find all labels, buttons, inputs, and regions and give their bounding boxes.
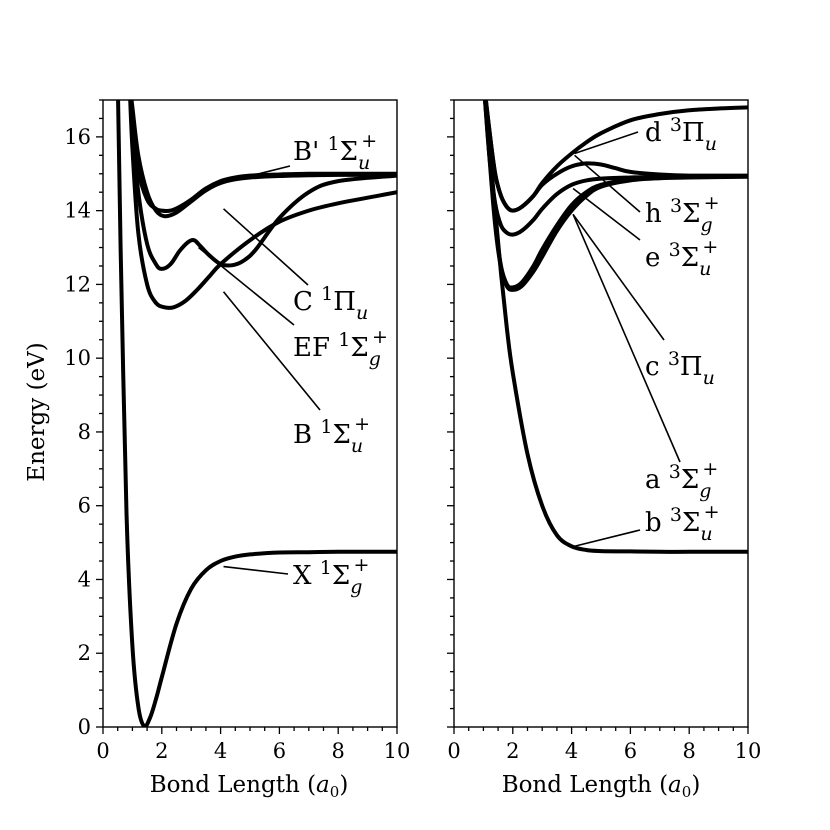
y-tick-label: 0 [78,715,91,739]
state-label: e 3Σu+ [645,236,718,280]
x-tick-label-left: 8 [332,739,345,763]
y-tick-label: 8 [78,420,91,444]
leader-line [574,529,641,548]
y-tick-label: 16 [64,125,91,149]
axes-layer: 0 2 4 6 8 10 0 2 4 6 8 10 12 14 16 0 2 4 6 8 10 [64,99,762,763]
x-tick-label-left: 2 [155,739,168,763]
leader-line [223,565,289,575]
leader-line [574,154,641,213]
x-tick-label-right: 2 [506,739,519,763]
leader-line [223,208,309,286]
x-tick-label-right: 0 [447,739,460,763]
x-tick-label-right: 8 [683,739,696,763]
curve-x [116,100,397,727]
curve-c [483,100,748,292]
leader-line [574,131,639,155]
x-tick-label-right: 10 [735,739,762,763]
y-tick-label: 12 [64,272,91,296]
x-axis-label-right: Bond Length (a0) [502,772,701,801]
x-tick-label-right: 6 [624,739,637,763]
curve-bprime [129,100,397,219]
y-tick-label: 4 [78,567,91,591]
x-tick-label-left: 10 [384,739,411,763]
state-label: C 1Πu [293,283,368,324]
state-label: B' 1Σu+ [293,130,377,174]
state-label: X 1Σg+ [293,554,369,598]
curve-group-left [116,100,397,727]
leader-line [229,165,291,182]
x-tick-label-left: 0 [96,739,109,763]
y-tick-label: 10 [64,346,91,370]
state-label: b 3Σu+ [645,501,720,545]
curve-d [483,100,748,213]
leader-line [572,213,665,341]
state-label: EF 1Σg+ [293,326,388,370]
curves-layer [116,100,748,727]
x-axis-label-left: Bond Length (a0) [150,772,349,801]
leader-line [198,246,295,326]
state-label: B 1Σu+ [293,413,370,457]
x-tick-label-left: 4 [214,739,227,763]
x-tick-label-right: 4 [565,739,578,763]
y-tick-label: 2 [78,641,91,665]
y-tick-label: 6 [78,494,91,518]
state-label: d 3Πu [645,114,717,155]
curve-ef [128,100,397,271]
state-label: a 3Σg+ [645,458,718,502]
curve-e [482,100,748,237]
state-label: h 3Σg+ [645,192,720,236]
leader-line [572,214,681,463]
x-tick-label-left: 6 [273,739,286,763]
y-tick-label: 14 [64,199,91,223]
curve-b [128,100,397,310]
y-axis-label: Energy (eV) [24,342,50,481]
curve-group-right [482,100,748,554]
state-label: c 3Πu [645,348,715,389]
leader-line [222,291,321,411]
leader-line [572,187,641,241]
